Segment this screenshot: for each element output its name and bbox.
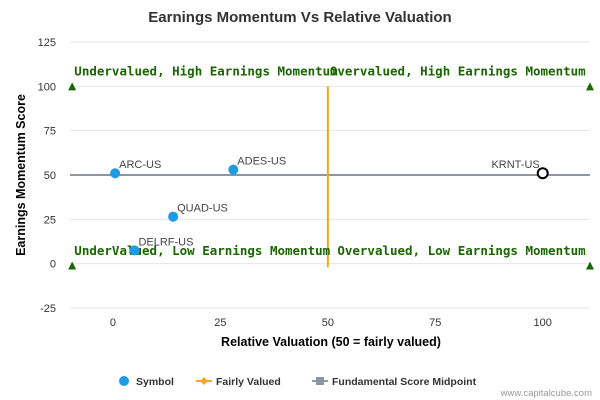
reference-lines xyxy=(70,86,590,268)
chart-title: Earnings Momentum Vs Relative Valuation xyxy=(148,9,451,26)
credit-text: www.capitalcube.com xyxy=(500,388,592,399)
legend-label: Fairly Valued xyxy=(216,376,281,388)
legend-label: Fundamental Score Midpoint xyxy=(332,376,477,388)
y-tick-label: 100 xyxy=(38,81,56,93)
data-point xyxy=(110,168,121,179)
quadrant-labels: Undervalued, High Earnings MomentumOverv… xyxy=(74,64,586,258)
y-tick-label: 0 xyxy=(50,259,56,271)
data-point-highlighted xyxy=(536,167,549,180)
x-tick-label: 25 xyxy=(214,317,226,329)
data-point xyxy=(228,164,239,175)
quadrant-label: UnderValued, Low Earnings Momentum xyxy=(74,243,330,258)
x-tick-label: 75 xyxy=(429,317,441,329)
x-tick-label: 100 xyxy=(534,317,552,329)
y-axis-title: Earnings Momentum Score xyxy=(14,94,28,256)
data-point xyxy=(129,245,140,256)
quadrant-label: Overvalued, Low Earnings Momentum xyxy=(337,243,586,258)
data-point xyxy=(168,211,179,222)
y-tick-label: 125 xyxy=(38,37,56,49)
corner-marker xyxy=(68,261,77,270)
legend-fairly-valued-marker xyxy=(200,377,208,385)
data-point-label: KRNT-US xyxy=(491,159,539,171)
data-point-label: ARC-US xyxy=(119,159,161,171)
y-axis-ticks: -25 0 25 50 75 100 125 xyxy=(38,37,56,315)
quadrant-label: Overvalued, High Earnings Momentum xyxy=(330,64,586,79)
legend: Symbol Fairly Valued Fundamental Score Mid… xyxy=(119,376,477,388)
data-point-label: DELRF-US xyxy=(138,236,193,248)
y-tick-label: 25 xyxy=(44,214,56,226)
corner-marker xyxy=(586,82,594,91)
y-tick-label: 50 xyxy=(44,170,56,182)
legend-symbol-marker xyxy=(119,376,129,386)
x-axis-title: Relative Valuation (50 = fairly valued) xyxy=(221,335,441,349)
data-point-label: QUAD-US xyxy=(177,203,228,215)
corner-marker xyxy=(68,82,77,91)
x-tick-label: 0 xyxy=(110,317,116,329)
x-tick-label: 50 xyxy=(322,317,334,329)
data-point-label: ADES-US xyxy=(237,156,286,168)
quadrant-label: Undervalued, High Earnings Momentum xyxy=(74,64,338,79)
y-tick-label: -25 xyxy=(40,303,56,315)
data-points: ARC-US ADES-US QUAD-US DELRF-US KRNT-US xyxy=(110,156,549,256)
corner-markers xyxy=(68,82,594,270)
legend-midpoint-marker xyxy=(316,377,324,385)
corner-marker xyxy=(586,261,594,270)
y-tick-label: 75 xyxy=(44,126,56,138)
legend-label: Symbol xyxy=(136,376,174,388)
x-axis-ticks: 0 25 50 75 100 xyxy=(110,317,552,329)
